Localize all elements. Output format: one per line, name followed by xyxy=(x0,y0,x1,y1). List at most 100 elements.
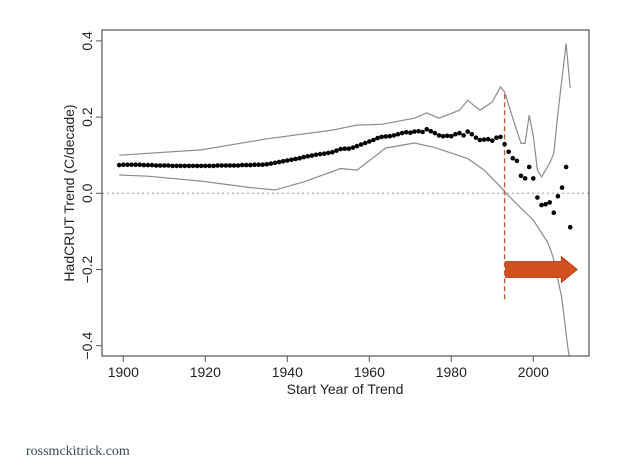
trend-point xyxy=(514,158,520,164)
trend-point xyxy=(239,162,245,168)
trend-point xyxy=(350,145,356,150)
trend-point xyxy=(162,163,167,168)
trend-point xyxy=(326,150,331,156)
trend-point xyxy=(383,134,389,139)
trend-point xyxy=(539,202,544,208)
trend-point xyxy=(477,137,483,143)
trend-point xyxy=(432,130,438,136)
y-tick-label: 0.0 xyxy=(79,183,95,203)
trend-point xyxy=(367,139,372,144)
trend-point xyxy=(149,162,155,168)
trend-point xyxy=(141,162,147,168)
trend-point xyxy=(231,163,237,168)
trend-point xyxy=(342,146,348,151)
trend-point xyxy=(424,127,430,132)
trend-point xyxy=(334,148,339,153)
trend-point xyxy=(485,136,491,142)
y-tick-label: 0.4 xyxy=(79,31,95,51)
trend-point xyxy=(190,163,196,169)
trend-point xyxy=(153,163,159,168)
trend-point xyxy=(354,143,360,149)
x-tick-label: 1960 xyxy=(354,364,385,380)
trend-point xyxy=(403,130,409,135)
trend-point xyxy=(490,138,495,143)
trend-point xyxy=(252,162,257,167)
trend-point xyxy=(129,162,134,167)
x-tick-label: 2000 xyxy=(518,364,549,380)
trend-point xyxy=(440,133,446,139)
trend-point xyxy=(510,155,516,161)
trend-point xyxy=(289,157,294,163)
trend-point xyxy=(207,163,212,169)
trend-point xyxy=(256,162,261,167)
trend-point xyxy=(133,162,138,167)
trend-point xyxy=(535,195,540,200)
trend-point xyxy=(235,163,241,168)
trend-point xyxy=(116,162,122,168)
trend-point xyxy=(391,133,397,138)
trend-point xyxy=(125,162,130,167)
trend-point xyxy=(178,163,183,169)
trend-point xyxy=(559,185,565,190)
x-axis-label: Start Year of Trend xyxy=(287,381,404,397)
trend-point xyxy=(174,163,179,169)
trend-point xyxy=(182,163,188,169)
trend-point xyxy=(223,163,229,168)
trend-point xyxy=(203,163,208,169)
trend-point xyxy=(305,154,311,159)
trend-point xyxy=(444,133,450,139)
trend-point xyxy=(469,131,475,137)
y-tick-label: −0.4 xyxy=(79,332,95,360)
trend-point xyxy=(551,210,557,215)
trend-point xyxy=(375,135,380,141)
trend-point xyxy=(428,128,434,134)
y-axis-label: HadCRUT Trend (C/decade) xyxy=(61,104,77,281)
right-arrow-icon xyxy=(505,255,578,284)
source-credit: rossmckitrick.com xyxy=(26,444,130,459)
trend-point xyxy=(465,129,471,134)
x-tick-label: 1980 xyxy=(436,364,467,380)
trend-point xyxy=(280,159,286,164)
trend-point xyxy=(194,163,200,169)
trend-point xyxy=(166,163,171,168)
trend-point xyxy=(526,164,532,170)
trend-point xyxy=(531,176,536,181)
trend-point xyxy=(412,129,417,134)
y-tick-label: −0.2 xyxy=(79,255,95,283)
trend-point xyxy=(309,153,315,158)
trend-point xyxy=(219,163,224,168)
trend-point xyxy=(416,128,421,134)
trend-point xyxy=(461,133,466,138)
trend-point xyxy=(502,141,507,147)
trend-point xyxy=(285,158,290,163)
trend-point xyxy=(186,163,192,169)
x-tick-label: 1900 xyxy=(108,364,139,380)
trend-point xyxy=(317,151,323,157)
trend-point xyxy=(371,137,376,143)
lower-bound-line xyxy=(119,142,570,356)
trend-point xyxy=(215,163,220,168)
trend-point xyxy=(227,163,233,168)
trend-point xyxy=(358,142,364,147)
trend-point xyxy=(272,160,278,166)
trend-point xyxy=(346,146,352,151)
trend-point xyxy=(170,163,175,169)
trend-point xyxy=(157,163,163,168)
trend-point xyxy=(498,134,503,140)
trend-point xyxy=(293,156,298,162)
trend-point xyxy=(137,162,142,167)
y-tick-label: 0.2 xyxy=(79,107,95,127)
trend-point xyxy=(481,137,487,142)
trend-point xyxy=(453,131,458,137)
trend-point xyxy=(379,134,384,140)
trend-point xyxy=(321,151,327,156)
trend-point xyxy=(567,224,573,230)
trend-point xyxy=(313,152,319,158)
trend-point xyxy=(436,133,442,138)
x-tick-label: 1940 xyxy=(272,364,303,380)
trend-point xyxy=(121,162,126,167)
trend-point xyxy=(276,159,282,165)
x-tick-label: 1920 xyxy=(190,364,221,380)
trend-point xyxy=(555,194,561,199)
